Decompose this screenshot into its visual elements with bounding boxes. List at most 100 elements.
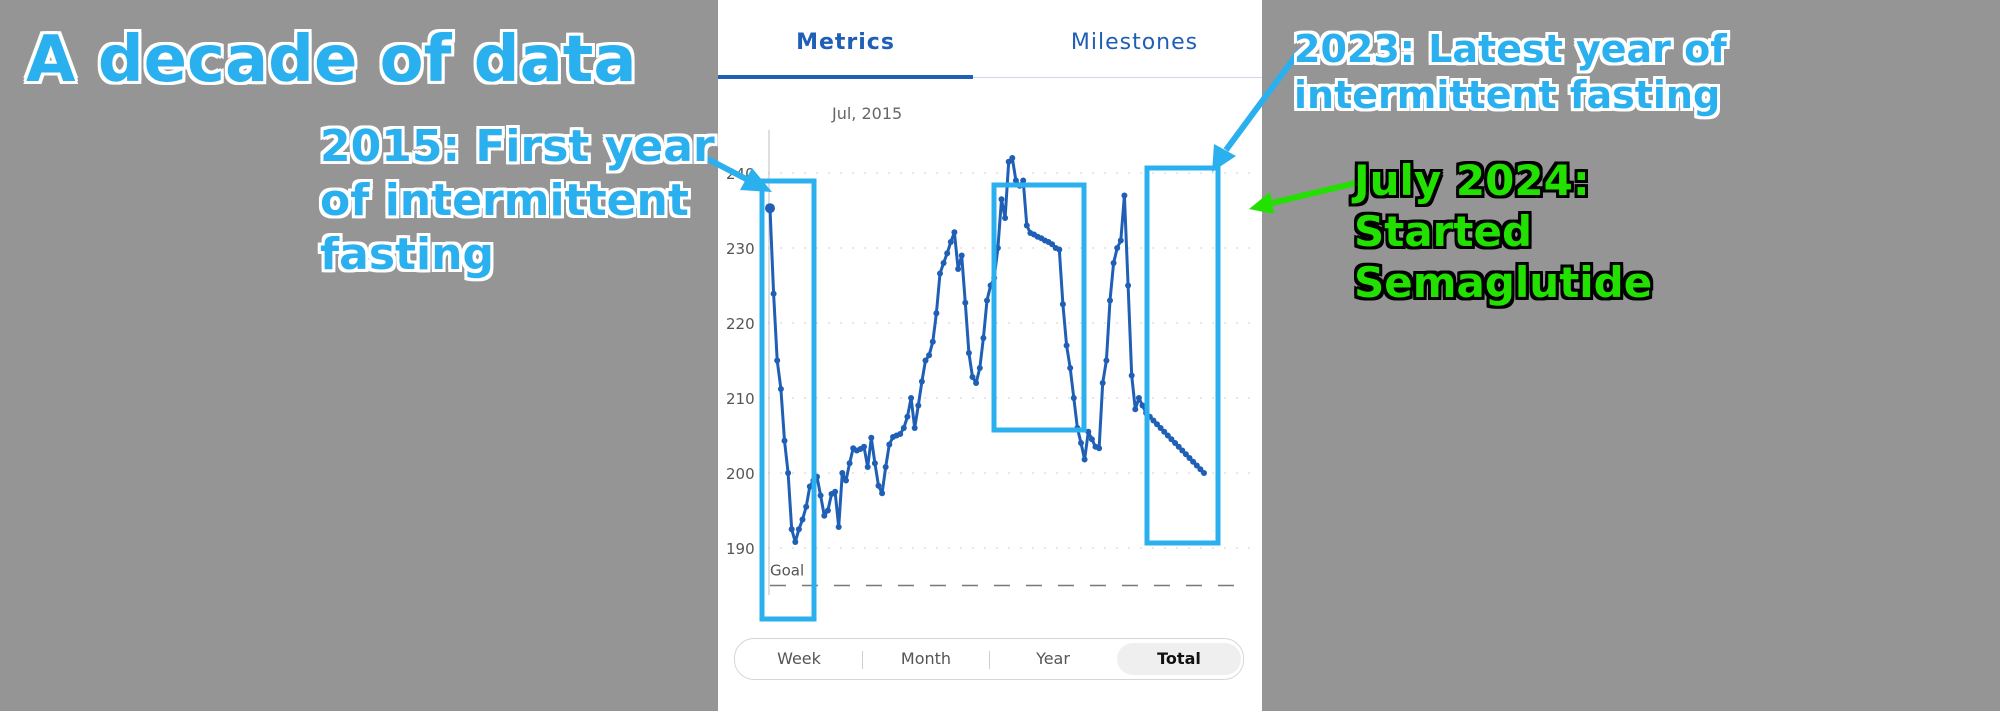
data-point	[1099, 380, 1106, 386]
data-point	[835, 524, 842, 530]
arrow-semaglutide	[1271, 179, 1361, 206]
highlight-box-middle	[991, 182, 1087, 433]
range-month-button[interactable]: Month	[900, 649, 952, 668]
data-point	[1186, 455, 1193, 461]
data-point	[871, 460, 878, 467]
annotation-semaglutide: July 2024: Started Semaglutide	[1354, 156, 1653, 307]
data-point	[973, 380, 980, 386]
data-point	[1161, 428, 1168, 435]
data-point	[955, 266, 962, 272]
chart-grid	[768, 172, 1252, 549]
data-point	[900, 425, 907, 431]
data-point	[861, 443, 867, 450]
data-point	[1081, 456, 1088, 463]
data-point	[788, 526, 795, 533]
data-point	[839, 470, 846, 476]
annotation-latest-year: 2023: Latest year of intermittent fastin…	[1294, 27, 1727, 117]
data-point	[1063, 342, 1070, 349]
data-point	[984, 297, 990, 304]
data-point	[799, 516, 806, 523]
data-point	[897, 431, 904, 437]
tab-metrics[interactable]: Metrics	[796, 30, 895, 55]
range-total-button[interactable]: Total	[1117, 643, 1241, 675]
data-point	[785, 470, 792, 476]
data-point	[904, 413, 911, 420]
tab-bar: Metrics Milestones	[718, 0, 1262, 80]
data-point	[958, 252, 965, 259]
y-tick-label: 230	[726, 240, 755, 258]
data-point	[911, 425, 918, 431]
range-selector: Week Month Year Total	[734, 638, 1244, 680]
data-point	[1012, 177, 1019, 184]
data-point	[1020, 177, 1027, 184]
data-point	[1056, 246, 1063, 253]
data-point	[795, 526, 802, 533]
data-point	[1135, 395, 1142, 401]
data-point	[918, 378, 925, 385]
data-point	[962, 299, 969, 306]
data-point	[1067, 365, 1074, 371]
data-point	[1088, 436, 1095, 443]
data-point	[965, 350, 972, 356]
data-point	[792, 539, 799, 545]
data-point	[1121, 192, 1128, 199]
y-tick-label: 190	[726, 540, 755, 558]
data-point	[951, 229, 958, 236]
highlight-box-2015	[759, 178, 817, 622]
range-separator	[862, 651, 863, 669]
data-point	[1125, 282, 1132, 289]
data-point	[821, 512, 828, 519]
data-point	[926, 352, 933, 359]
data-point	[1002, 215, 1009, 221]
data-point	[1197, 466, 1204, 473]
range-week-button[interactable]: Week	[777, 649, 821, 668]
data-point	[937, 270, 943, 277]
data-point	[980, 335, 987, 341]
data-point	[915, 402, 922, 409]
data-point	[1168, 436, 1175, 443]
data-point	[843, 477, 849, 484]
weight-chart: 190200210220230240 Jul, 2015 Goal	[726, 104, 1252, 595]
data-point	[1049, 241, 1056, 248]
data-point	[908, 395, 915, 401]
weight-series-points	[765, 155, 1207, 545]
y-tick-label: 210	[726, 390, 755, 408]
app-panel: Metrics Milestones 190200210220230240 Ju…	[718, 0, 1262, 711]
data-point	[1154, 421, 1160, 428]
data-point	[1132, 406, 1139, 413]
tab-milestones[interactable]: Milestones	[1070, 30, 1199, 55]
data-point	[1005, 158, 1012, 165]
data-point	[882, 464, 889, 470]
data-point	[933, 310, 940, 317]
data-point	[765, 203, 775, 214]
data-point	[940, 260, 947, 266]
data-point	[781, 437, 788, 444]
arrow-2023-head	[1212, 144, 1236, 172]
data-point	[998, 196, 1005, 203]
data-point	[777, 386, 784, 392]
data-point	[1190, 458, 1197, 465]
data-point	[1059, 301, 1066, 308]
data-point	[868, 434, 875, 441]
data-point	[1096, 445, 1103, 452]
data-point	[824, 507, 831, 514]
arrow-2023	[1223, 48, 1303, 152]
data-point	[1164, 432, 1171, 439]
data-point	[864, 464, 871, 470]
y-tick-label: 220	[726, 315, 755, 333]
data-point	[832, 488, 839, 495]
data-point	[969, 374, 976, 380]
data-point	[1107, 297, 1113, 304]
data-point	[1193, 462, 1200, 469]
data-point	[774, 357, 781, 364]
data-point	[1179, 447, 1186, 454]
data-point	[770, 290, 777, 297]
data-point	[1175, 443, 1182, 450]
data-point	[846, 460, 853, 467]
range-separator	[989, 651, 990, 669]
range-year-button[interactable]: Year	[1036, 649, 1070, 668]
goal-label: Goal	[770, 562, 804, 580]
data-point	[817, 492, 824, 499]
